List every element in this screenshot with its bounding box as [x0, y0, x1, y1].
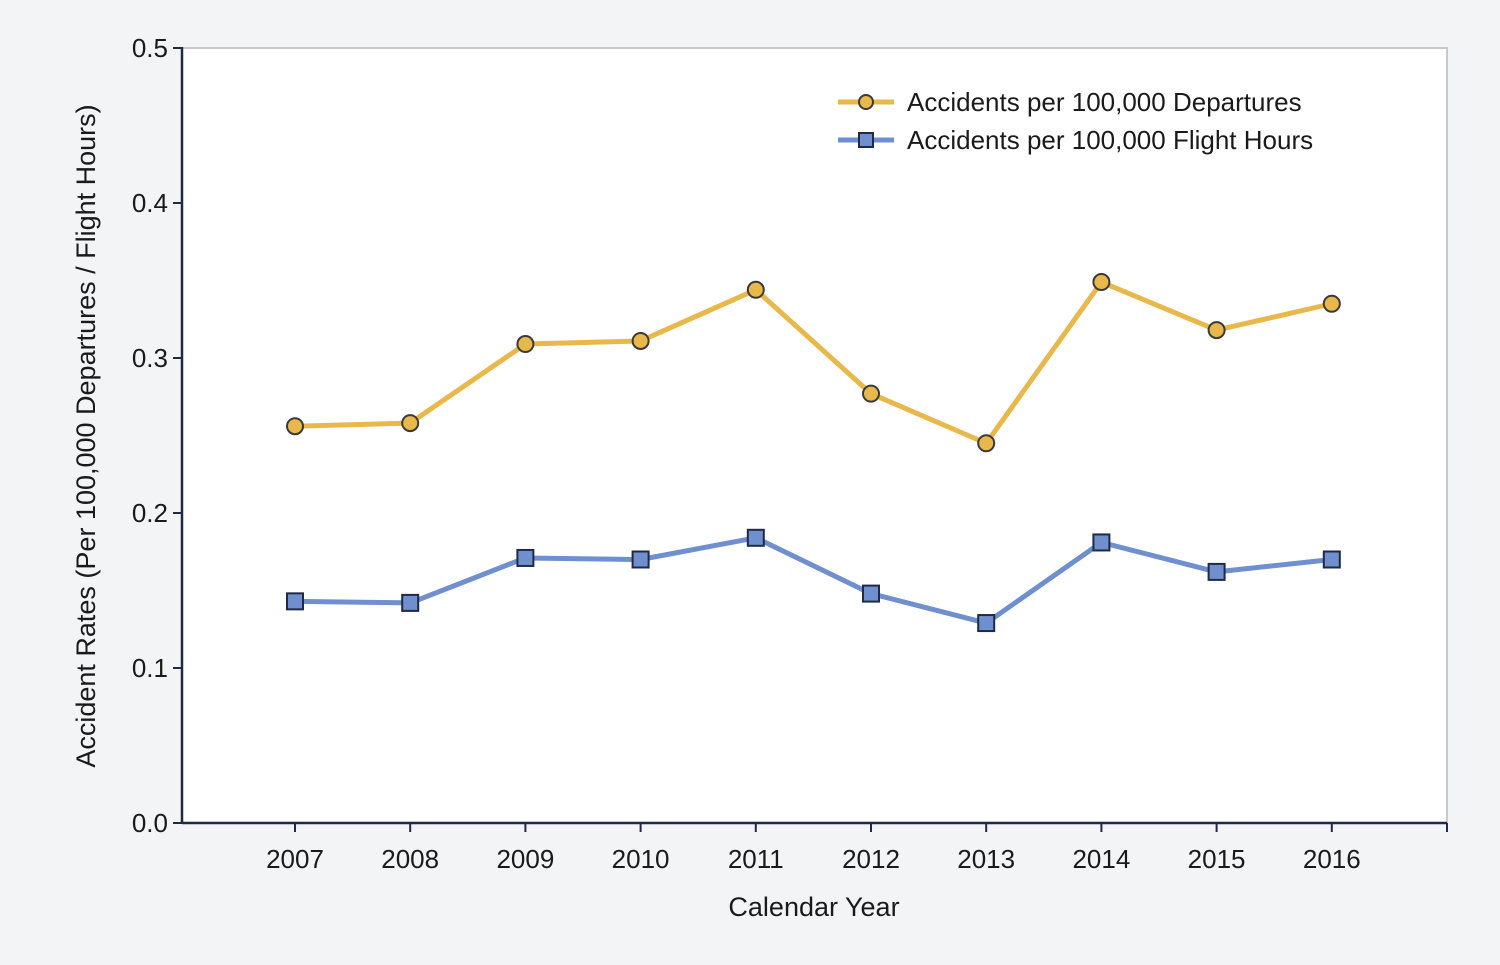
x-tick-label: 2007	[266, 844, 324, 874]
x-tick-label: 2013	[957, 844, 1015, 874]
data-point	[1322, 294, 1341, 313]
data-point	[401, 414, 420, 433]
x-tick-label: 2010	[612, 844, 670, 874]
data-point	[977, 614, 996, 633]
data-point	[286, 417, 304, 436]
x-tick-label: 2012	[842, 844, 900, 874]
data-point	[746, 280, 765, 299]
legend-marker	[858, 94, 874, 110]
data-point	[1207, 562, 1226, 581]
data-point	[1207, 321, 1226, 340]
data-point	[977, 434, 996, 453]
plot-area	[181, 47, 1448, 824]
legend-label: Accidents per 100,000 Departures	[907, 87, 1302, 117]
data-point	[286, 592, 304, 611]
data-point	[1092, 273, 1111, 292]
x-tick-label: 2011	[728, 844, 784, 874]
y-tick-label: 0.0	[132, 808, 168, 838]
axes: 0.0 0.1 0.2 0.3 0.4 0.5 2007 2008 2009 2010 2011 20…	[132, 33, 1448, 874]
y-tick-label: 0.4	[132, 188, 168, 218]
data-point	[862, 584, 880, 603]
y-tick-label: 0.3	[132, 343, 168, 373]
legend-item: Accidents per 100,000 Departures	[838, 87, 1302, 117]
x-tick-label: 2009	[496, 844, 554, 874]
legend-label: Accidents per 100,000 Flight Hours	[907, 125, 1313, 155]
data-point	[516, 548, 535, 567]
x-axis-title: Calendar Year	[728, 892, 899, 922]
series-line	[294, 535, 1333, 626]
data-point	[631, 550, 650, 569]
legend-item: Accidents per 100,000 Flight Hours	[838, 125, 1313, 155]
data-point	[631, 331, 650, 350]
x-tick-label: 2008	[381, 844, 439, 874]
x-tick-label: 2015	[1188, 844, 1246, 874]
data-point	[516, 335, 535, 354]
x-tick-label: 2014	[1072, 844, 1130, 874]
legend: Accidents per 100,000 Departures Accident…	[838, 87, 1313, 155]
data-point	[862, 384, 880, 403]
y-tick-label: 0.2	[132, 498, 168, 528]
series-flight-hours	[286, 528, 1341, 633]
series-line	[294, 279, 1333, 446]
y-axis-title: Accident Rates (Per 100,000 Departures /…	[71, 104, 101, 767]
data-point	[1322, 550, 1341, 569]
series-departures	[286, 273, 1341, 453]
data-point	[746, 528, 765, 547]
y-tick-label: 0.5	[132, 33, 168, 63]
data-point	[1092, 533, 1111, 552]
legend-marker	[858, 132, 874, 148]
data-point	[401, 593, 420, 612]
series-layer	[286, 273, 1341, 633]
x-tick-label: 2016	[1303, 844, 1361, 874]
y-tick-label: 0.1	[132, 653, 168, 683]
